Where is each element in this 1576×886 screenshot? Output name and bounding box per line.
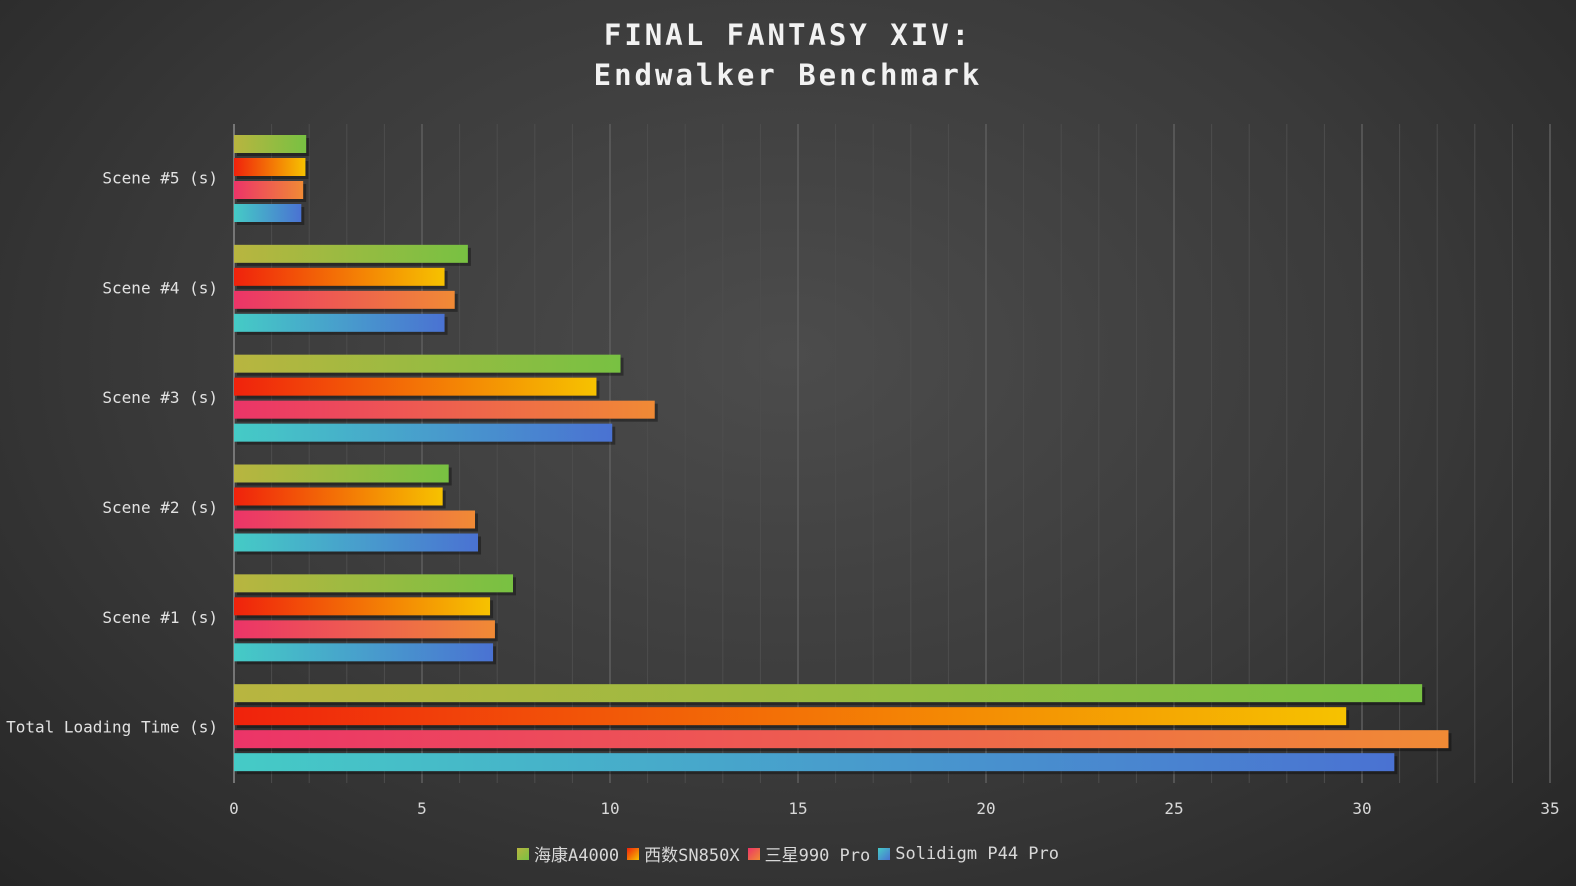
legend-label: 海康A4000 xyxy=(533,846,620,866)
bar xyxy=(234,158,306,176)
bar xyxy=(234,400,655,419)
legend-label: 西数SN850X xyxy=(644,846,740,866)
category-label: Scene #1 (s) xyxy=(102,608,218,627)
x-tick-label: 20 xyxy=(976,799,995,818)
legend-swatch xyxy=(627,847,640,860)
bar xyxy=(234,597,491,616)
bar xyxy=(234,313,445,332)
bar xyxy=(234,684,1423,703)
bar xyxy=(234,423,613,442)
bar xyxy=(234,354,621,373)
x-tick-label: 25 xyxy=(1164,799,1183,818)
bar xyxy=(234,244,468,263)
legend-swatch xyxy=(516,847,529,860)
category-label: Total Loading Time (s) xyxy=(6,718,218,737)
bar xyxy=(234,181,304,199)
bar xyxy=(234,377,597,396)
bar xyxy=(234,620,495,639)
x-tick-label: 35 xyxy=(1540,799,1559,818)
legend-swatch xyxy=(878,847,891,860)
legend-item: Solidigm P44 Pro xyxy=(878,841,1059,866)
bar xyxy=(234,464,449,483)
bar xyxy=(234,135,307,153)
bar xyxy=(234,487,443,506)
bar xyxy=(234,510,476,529)
legend-swatch xyxy=(747,847,760,860)
category-label: Scene #3 (s) xyxy=(102,388,218,407)
bar xyxy=(234,290,455,309)
bar xyxy=(234,730,1449,749)
category-label: Scene #5 (s) xyxy=(102,169,218,188)
bar xyxy=(234,643,494,662)
legend-item: 海康A4000 xyxy=(516,841,620,866)
legend: 海康A4000 西数SN850X 三星990 Pro Solidigm P44 … xyxy=(0,841,1576,866)
legend-label: 三星990 Pro xyxy=(764,846,871,866)
chart-title-line1: FINAL FANTASY XIV: xyxy=(603,18,973,52)
bar xyxy=(234,267,445,286)
x-tick-label: 30 xyxy=(1352,799,1371,818)
x-tick-label: 0 xyxy=(229,799,239,818)
legend-label: Solidigm P44 Pro xyxy=(895,843,1060,864)
bar xyxy=(234,753,1395,772)
bar xyxy=(234,707,1347,726)
bar xyxy=(234,574,513,593)
x-tick-label: 5 xyxy=(417,799,427,818)
x-tick-label: 15 xyxy=(788,799,807,818)
legend-item: 三星990 Pro xyxy=(747,841,871,866)
bar xyxy=(234,533,479,552)
bar xyxy=(234,204,302,222)
legend-item: 西数SN850X xyxy=(627,841,740,866)
x-tick-label: 10 xyxy=(600,799,619,818)
category-label: Scene #2 (s) xyxy=(102,498,218,517)
chart-title-line2: Endwalker Benchmark xyxy=(593,58,983,92)
category-label: Scene #4 (s) xyxy=(102,278,218,297)
